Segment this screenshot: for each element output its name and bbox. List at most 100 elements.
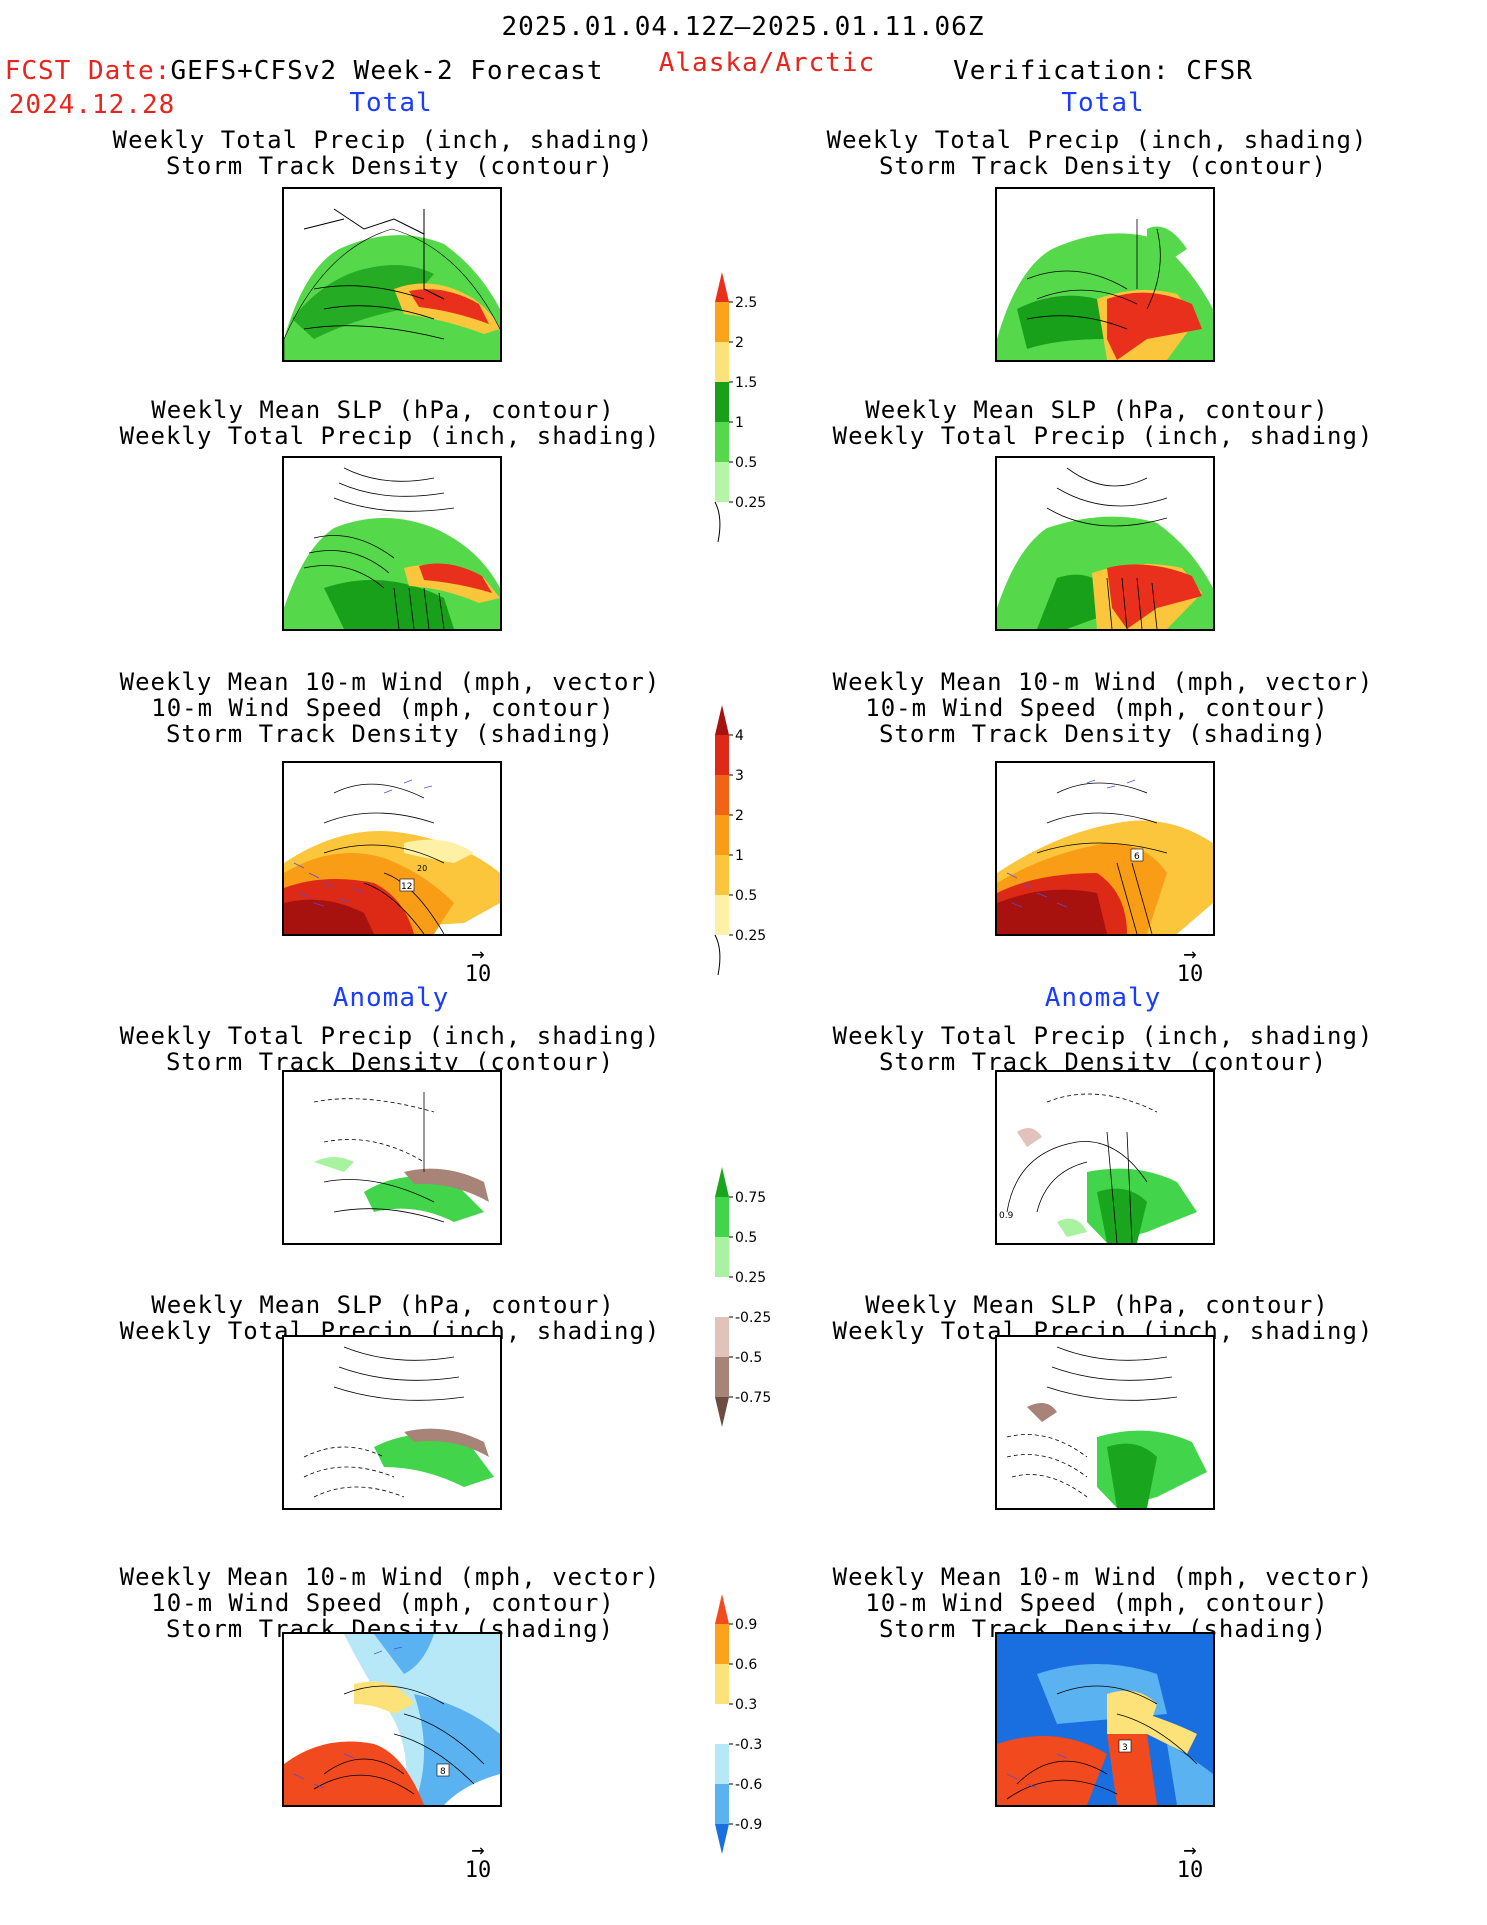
colorbar-segment [715, 775, 729, 815]
title-verif-total-precip-2: Storm Track Density (contour) [878, 152, 1328, 180]
section-anomaly-right: Anomaly [1044, 983, 1162, 1013]
title-verif-anom-slp-1: Weekly Mean SLP (hPa, contour) [865, 1291, 1329, 1319]
colorbar-label: -0.25 [735, 1310, 771, 1326]
title-verif-total-precip-1: Weekly Total Precip (inch, shading) [826, 126, 1368, 154]
title-verif-anom-wind-2: 10-m Wind Speed (mph, contour) [865, 1589, 1329, 1617]
colorbar-label: 2.5 [735, 295, 757, 311]
colorbar-label: 0.25 [735, 928, 766, 944]
fcst-model: GEFS+CFSv2 Week-2 Forecast [170, 56, 604, 86]
map-verif-total-wind: 6 [995, 761, 1215, 936]
verification-label: Verification: CFSR [953, 56, 1253, 86]
colorbar-label: -0.5 [735, 1350, 762, 1366]
title-fcst-anom-wind-1: Weekly Mean 10-m Wind (mph, vector) [119, 1563, 661, 1591]
map-fcst-total-precip [282, 187, 502, 362]
map-fcst-total-wind: 12 20 [282, 761, 502, 936]
colorbar-label: 0.75 [735, 1190, 766, 1206]
colorbar-anom-track: 0.9 0.6 0.3 -0.3 -0.6 -0.9 [715, 1594, 762, 1854]
title-fcst-total-slp-2: Weekly Total Precip (inch, shading) [119, 422, 661, 450]
colorbar-tail [714, 501, 721, 543]
title-fcst-total-precip-1: Weekly Total Precip (inch, shading) [112, 126, 654, 154]
colorbar-segment [715, 1624, 729, 1664]
colorbar-label: -0.75 [735, 1390, 771, 1406]
map-verif-anom-precip: 0.9 [995, 1070, 1215, 1245]
title-verif-total-slp-2: Weekly Total Precip (inch, shading) [832, 422, 1374, 450]
colorbar-segment [715, 855, 729, 895]
title-verif-anom-wind-1: Weekly Mean 10-m Wind (mph, vector) [832, 1563, 1374, 1591]
colorbar-label: 3 [735, 768, 744, 784]
title-verif-total-wind-1: Weekly Mean 10-m Wind (mph, vector) [832, 668, 1374, 696]
colorbar-anom-precip: 0.75 0.5 0.25 -0.25 -0.5 -0.75 [715, 1167, 771, 1427]
vector-arrow-icon: → [471, 942, 485, 967]
colorbar-label: 1.5 [735, 375, 757, 391]
colorbar-segment [715, 422, 729, 462]
colorbar-bottom-triangle [715, 1824, 729, 1854]
colorbar-label: 0.5 [735, 455, 757, 471]
title-fcst-total-wind-2: 10-m Wind Speed (mph, contour) [151, 694, 615, 722]
colorbar-top-triangle [715, 1594, 729, 1624]
map-fcst-anom-wind: 8 [282, 1632, 502, 1807]
colorbar-tail [714, 934, 721, 976]
map-fcst-total-slp [282, 456, 502, 631]
colorbar-label: 4 [735, 728, 744, 744]
title-verif-total-wind-3: Storm Track Density (shading) [878, 720, 1328, 748]
colorbar-top-triangle [715, 272, 729, 302]
colorbar-label: 0.3 [735, 1697, 757, 1713]
vector-arrow-icon: → [471, 1838, 485, 1863]
colorbar-segment [715, 462, 729, 502]
title-fcst-anom-wind-3: Storm Track Density (shading) [165, 1615, 615, 1643]
verif-anom-precip-label-1: 0.9 [999, 1211, 1014, 1221]
title-fcst-total-precip-2: Storm Track Density (contour) [165, 152, 615, 180]
map-fcst-anom-slp [282, 1335, 502, 1510]
map-verif-anom-slp [995, 1335, 1215, 1510]
verif-total-wind-label-1: 6 [1134, 852, 1140, 862]
colorbar-segment [715, 1744, 729, 1784]
colorbar-segment [715, 1237, 729, 1277]
fcst-total-wind-label-1: 12 [401, 882, 412, 892]
colorbar-segment [715, 735, 729, 775]
colorbar-label: -0.9 [735, 1817, 762, 1833]
map-verif-anom-wind: 3 [995, 1632, 1215, 1807]
title-fcst-total-wind-3: Storm Track Density (shading) [165, 720, 615, 748]
colorbar-total-track: 4 3 2 1 0.5 0.25 [714, 705, 766, 976]
title-fcst-anom-precip-1: Weekly Total Precip (inch, shading) [119, 1022, 661, 1050]
title-fcst-total-slp-1: Weekly Mean SLP (hPa, contour) [151, 396, 615, 424]
colorbar-label: -0.3 [735, 1737, 762, 1753]
region-label: Alaska/Arctic [658, 48, 876, 78]
colorbar-segment [715, 1277, 729, 1317]
vector-ref-fcst-anom: → 10 [458, 1838, 498, 1884]
colorbar-label: 2 [735, 335, 744, 351]
colorbar-label: 0.5 [735, 1230, 757, 1246]
map-fcst-anom-precip [282, 1070, 502, 1245]
map-verif-total-precip [995, 187, 1215, 362]
colorbar-segment [715, 1317, 729, 1357]
colorbar-segment [715, 382, 729, 422]
colorbar-top-triangle [715, 705, 729, 735]
vector-arrow-icon: → [1183, 1838, 1197, 1863]
colorbar-total-precip: 2.5 2 1.5 1 0.5 0.25 [714, 272, 766, 543]
vector-ref-verif-anom: → 10 [1170, 1838, 1210, 1884]
colorbar-segment [715, 1357, 729, 1397]
title-verif-anom-wind-3: Storm Track Density (shading) [878, 1615, 1328, 1643]
vector-ref-fcst-total: → 10 [458, 942, 498, 988]
colorbar-label: -0.6 [735, 1777, 762, 1793]
title-verif-total-slp-1: Weekly Mean SLP (hPa, contour) [865, 396, 1329, 424]
colorbar-label: 0.9 [735, 1617, 757, 1633]
colorbar-segment [715, 895, 729, 935]
colorbar-segment [715, 1704, 729, 1744]
title-fcst-anom-slp-1: Weekly Mean SLP (hPa, contour) [151, 1291, 615, 1319]
colorbar-bottom-triangle [715, 1397, 729, 1427]
colorbar-segment [715, 1664, 729, 1704]
colorbar-segment [715, 1784, 729, 1824]
vector-arrow-icon: → [1183, 942, 1197, 967]
colorbar-label: 1 [735, 848, 744, 864]
fcst-label: FCST Date: [4, 56, 172, 86]
colorbar-segment [715, 815, 729, 855]
title-verif-total-wind-2: 10-m Wind Speed (mph, contour) [865, 694, 1329, 722]
title-verif-anom-precip-1: Weekly Total Precip (inch, shading) [832, 1022, 1374, 1050]
colorbar-label: 0.25 [735, 1270, 766, 1286]
map-verif-total-slp [995, 456, 1215, 631]
colorbar-label: 0.25 [735, 495, 766, 511]
section-total-right: Total [1061, 88, 1145, 118]
section-anomaly-left: Anomaly [332, 983, 450, 1013]
section-total-left: Total [349, 88, 433, 118]
